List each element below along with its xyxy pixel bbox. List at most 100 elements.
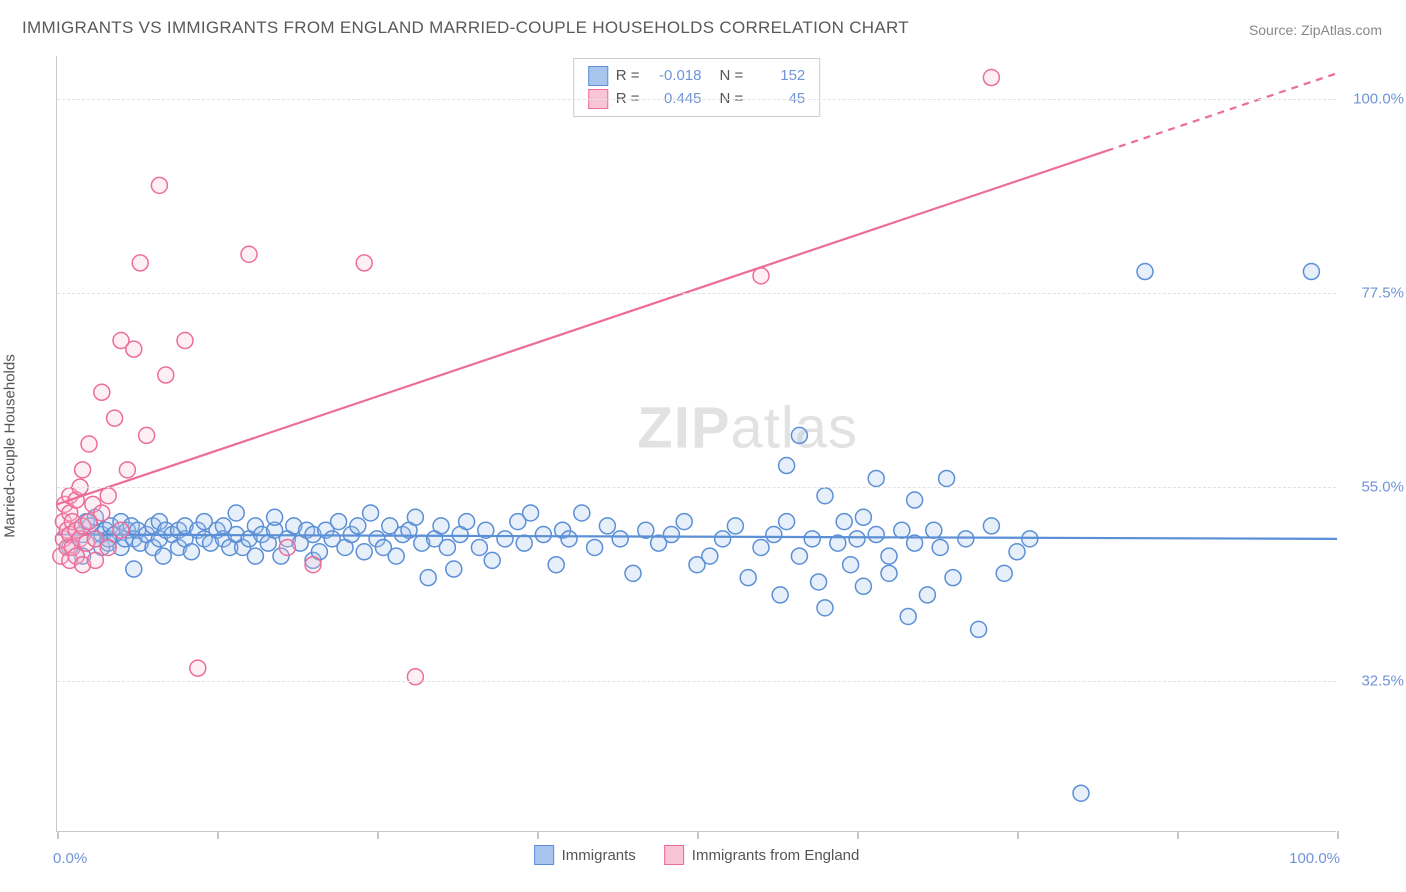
data-point (843, 557, 859, 573)
correlation-box: R =-0.018N =152R =0.445N =45 (573, 58, 821, 117)
n-value: 152 (751, 65, 805, 88)
data-point (113, 522, 129, 538)
data-point (855, 578, 871, 594)
legend-label: Immigrants from England (692, 847, 860, 864)
data-point (1137, 264, 1153, 280)
plot-area: ZIPatlas R =-0.018N =152R =0.445N =45 Im… (56, 56, 1336, 832)
data-point (753, 539, 769, 555)
data-point (919, 587, 935, 603)
x-tick (857, 831, 859, 839)
legend-item: Immigrants from England (664, 845, 860, 865)
correlation-row: R =-0.018N =152 (588, 65, 806, 88)
data-point (497, 531, 513, 547)
data-point (779, 514, 795, 530)
data-point (727, 518, 743, 534)
data-point (1073, 785, 1089, 801)
data-point (791, 427, 807, 443)
data-point (516, 535, 532, 551)
y-tick-label: 77.5% (1361, 285, 1404, 302)
data-point (811, 574, 827, 590)
data-point (868, 470, 884, 486)
data-point (139, 427, 155, 443)
data-point (900, 608, 916, 624)
data-point (267, 509, 283, 525)
chart-title: IMMIGRANTS VS IMMIGRANTS FROM ENGLAND MA… (22, 18, 909, 38)
data-point (958, 531, 974, 547)
data-point (94, 505, 110, 521)
data-point (702, 548, 718, 564)
data-point (350, 518, 366, 534)
gridline (57, 293, 1336, 294)
y-tick-label: 32.5% (1361, 673, 1404, 690)
data-point (766, 527, 782, 543)
data-point (439, 539, 455, 555)
chart-container: IMMIGRANTS VS IMMIGRANTS FROM ENGLAND MA… (0, 0, 1406, 892)
data-point (388, 548, 404, 564)
data-point (932, 539, 948, 555)
data-point (868, 527, 884, 543)
data-point (855, 509, 871, 525)
data-point (446, 561, 462, 577)
data-point (177, 333, 193, 349)
x-tick (537, 831, 539, 839)
data-point (817, 600, 833, 616)
gridline (57, 681, 1336, 682)
data-point (535, 527, 551, 543)
data-point (881, 548, 897, 564)
data-point (183, 544, 199, 560)
legend-swatch (534, 845, 554, 865)
data-point (715, 531, 731, 547)
data-point (126, 341, 142, 357)
x-tick (1017, 831, 1019, 839)
data-point (804, 531, 820, 547)
bottom-legend: ImmigrantsImmigrants from England (534, 845, 860, 865)
x-tick (697, 831, 699, 839)
data-point (676, 514, 692, 530)
r-value: -0.018 (648, 65, 702, 88)
data-point (305, 557, 321, 573)
data-point (971, 621, 987, 637)
data-point (107, 410, 123, 426)
data-point (363, 505, 379, 521)
data-point (471, 539, 487, 555)
data-point (817, 488, 833, 504)
data-point (100, 539, 116, 555)
data-point (75, 462, 91, 478)
data-point (983, 70, 999, 86)
data-point (1303, 264, 1319, 280)
data-point (132, 255, 148, 271)
data-point (158, 367, 174, 383)
data-point (939, 470, 955, 486)
data-point (484, 552, 500, 568)
data-point (407, 669, 423, 685)
data-point (926, 522, 942, 538)
data-point (625, 565, 641, 581)
data-point (356, 255, 372, 271)
data-point (356, 544, 372, 560)
x-tick (217, 831, 219, 839)
y-tick-label: 100.0% (1353, 91, 1404, 108)
data-point (331, 514, 347, 530)
data-point (81, 436, 97, 452)
data-point (574, 505, 590, 521)
data-point (279, 539, 295, 555)
x-tick-label-min: 0.0% (53, 850, 87, 867)
x-tick (57, 831, 59, 839)
data-point (849, 531, 865, 547)
trend-line (57, 151, 1107, 505)
data-point (599, 518, 615, 534)
trend-line-dashed (1107, 73, 1337, 151)
x-tick (377, 831, 379, 839)
data-point (587, 539, 603, 555)
y-tick-label: 55.0% (1361, 479, 1404, 496)
data-point (945, 570, 961, 586)
legend-swatch (664, 845, 684, 865)
data-point (612, 531, 628, 547)
data-point (433, 518, 449, 534)
data-point (459, 514, 475, 530)
plot-svg (57, 56, 1336, 831)
data-point (881, 565, 897, 581)
data-point (836, 514, 852, 530)
y-axis-label: Married-couple Households (2, 354, 19, 537)
data-point (779, 458, 795, 474)
